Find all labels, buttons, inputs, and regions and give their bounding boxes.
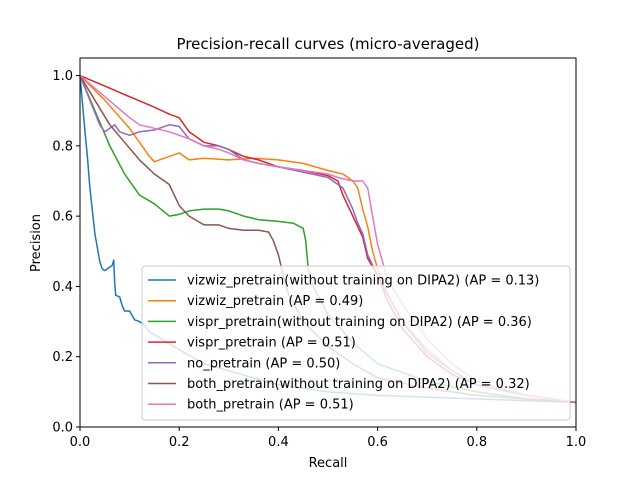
x-tick-label: 1.0 xyxy=(566,435,587,450)
x-tick-label: 0.6 xyxy=(367,435,388,450)
y-tick-label: 0.2 xyxy=(52,350,73,365)
x-axis-label: Recall xyxy=(309,456,348,471)
legend-label-3: vispr_pretrain(without training on DIPA2… xyxy=(187,315,532,330)
legend-label-1: vizwiz_pretrain(without training on DIPA… xyxy=(187,274,539,289)
plot-frame xyxy=(79,57,577,428)
legend-label-5: no_pretrain (AP = 0.50) xyxy=(187,356,340,371)
y-tick-label: 0.0 xyxy=(52,421,73,436)
x-tick-label: 0.8 xyxy=(466,435,487,450)
x-tick-label: 0.4 xyxy=(268,435,289,450)
legend-box xyxy=(141,265,571,421)
legend-label-4: vispr_pretrain (AP = 0.51) xyxy=(187,336,356,351)
y-tick-label: 0.6 xyxy=(52,210,73,225)
legend: vizwiz_pretrain(without training on DIPA… xyxy=(141,265,571,421)
y-tick-label: 0.4 xyxy=(52,280,73,295)
x-tick-label: 0.0 xyxy=(70,435,91,450)
y-axis-label: Precision xyxy=(29,214,44,272)
y-tick-label: 1.0 xyxy=(52,69,73,84)
chart-title: Precision-recall curves (micro-averaged) xyxy=(177,35,480,53)
axis-layer: 0.0 0.2 0.4 0.6 0.8 1.0 0.0 0.2 0.4 0.6 0.8 1.0 xyxy=(52,69,586,450)
legend-label-2: vizwiz_pretrain (AP = 0.49) xyxy=(187,294,363,309)
y-tick-label: 0.8 xyxy=(52,139,73,154)
legend-label-6: both_pretrain(without training on DIPA2)… xyxy=(187,377,530,392)
legend-label-7: both_pretrain (AP = 0.51) xyxy=(187,398,354,413)
x-tick-label: 0.2 xyxy=(169,435,190,450)
series-layer xyxy=(79,74,577,404)
